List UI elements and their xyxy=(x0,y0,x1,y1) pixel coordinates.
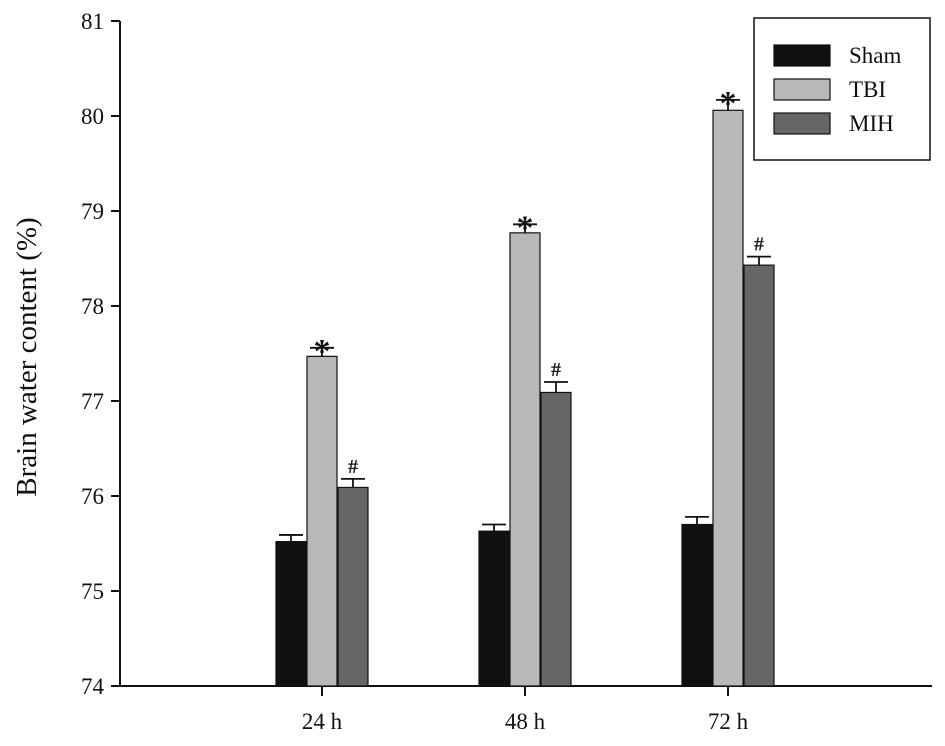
y-tick-label: 75 xyxy=(81,579,104,604)
y-axis-label: Brain water content (%) xyxy=(11,217,43,496)
bar-mih xyxy=(337,486,369,687)
bar-tbi xyxy=(509,232,541,687)
legend: Sham TBI MIH xyxy=(753,17,931,161)
significance-hash: # xyxy=(754,234,764,256)
y-tick-label: 79 xyxy=(81,199,104,224)
x-tick-label: 48 h xyxy=(505,709,546,734)
legend-label-mih: MIH xyxy=(849,111,894,136)
y-tick-label: 78 xyxy=(81,294,104,319)
y-tick-label: 81 xyxy=(81,9,104,34)
bar-sham xyxy=(275,540,307,687)
significance-hash: # xyxy=(348,456,358,478)
y-tick-label: 77 xyxy=(81,389,104,414)
significance-hash: # xyxy=(551,359,561,381)
legend-swatch-sham xyxy=(773,44,831,67)
bar-sham xyxy=(478,530,510,687)
bars: * * * # # # xyxy=(275,85,775,687)
x-tick-label: 24 h xyxy=(302,709,343,734)
y-tick-label: 76 xyxy=(81,484,104,509)
significance-star: * xyxy=(720,85,737,122)
legend-label-sham: Sham xyxy=(849,43,902,68)
y-tick-label: 74 xyxy=(81,674,105,699)
significance-star: * xyxy=(517,209,534,246)
x-tick-label: 72 h xyxy=(708,709,749,734)
bar-tbi xyxy=(712,109,744,687)
legend-swatch-mih xyxy=(773,112,831,135)
legend-swatch-tbi xyxy=(773,78,831,101)
legend-label-tbi: TBI xyxy=(849,77,886,102)
bar-mih xyxy=(540,391,572,687)
bar-sham xyxy=(681,523,713,687)
significance-star: * xyxy=(314,333,331,370)
bar-tbi xyxy=(306,355,338,687)
axes: 74 75 76 77 78 79 80 81 24 h 48 h 72 h xyxy=(81,9,932,734)
y-tick-label: 80 xyxy=(81,104,104,129)
bar-mih xyxy=(743,264,775,687)
